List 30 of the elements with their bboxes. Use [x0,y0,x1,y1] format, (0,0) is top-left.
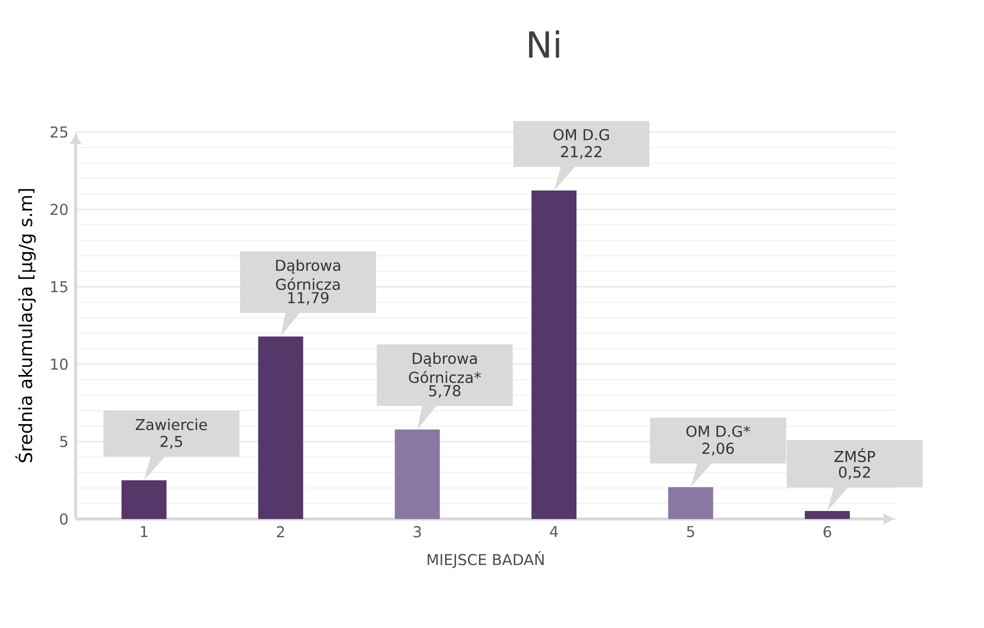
annotation: ZMŚP [834,448,876,462]
bar [668,487,714,519]
x-tick-label: 4 [550,526,558,537]
bar [122,480,167,519]
data-label: 11,79 [288,292,328,305]
x-tick-label: 3 [414,526,421,538]
annotation: Dąbrowa Górnicza* [408,352,481,384]
bar [804,510,850,519]
x-tick-label: 2 [276,526,284,538]
y-tick-label: 25 [50,126,68,138]
y-tick-label: 20 [50,204,68,216]
y-tick-label: 0 [60,513,68,525]
data-label: 2,5 [160,436,182,449]
x-axis-title: MIEJSCE BADAŃ [428,551,544,568]
x-tick-label: 5 [687,526,694,538]
y-tick-label: 5 [60,436,68,448]
data-label: 21,22 [561,146,602,159]
chart-title: Ni [529,30,560,58]
x-tick-label: 6 [824,526,832,538]
x-tick-label: 1 [140,526,148,537]
annotation: OM D.G [554,128,609,140]
data-label: 5,78 [429,385,460,398]
data-label: 0,52 [839,466,870,480]
y-tick-label: 10 [51,358,68,370]
data-label: 2,06 [702,442,734,456]
y-tick-label: 15 [51,281,68,292]
annotation: OM D.G* [686,426,750,437]
annotation: Zawiercie [136,418,207,430]
annotation: Dąbrowa Górnicza [276,259,340,290]
y-axis-title: Średnia akumulacja [µg/g s.m] [15,189,36,462]
